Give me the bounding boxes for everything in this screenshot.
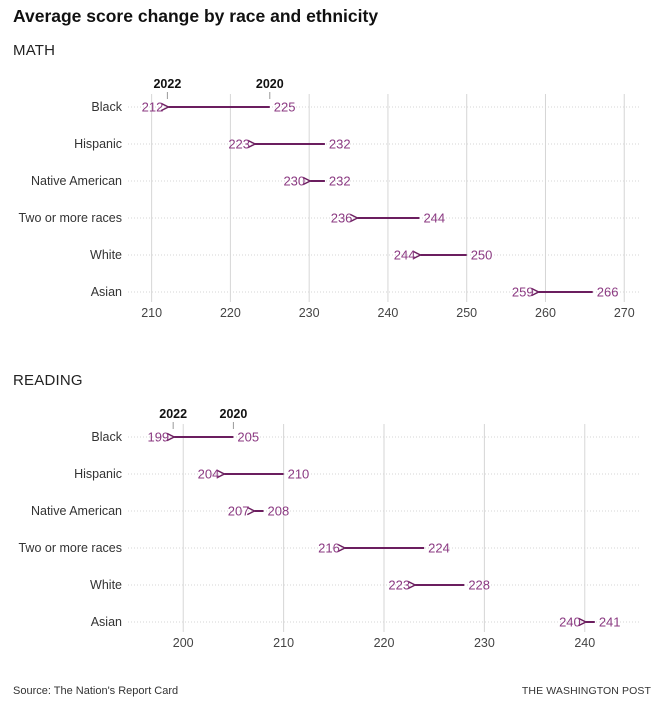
category-label: Asian (91, 285, 122, 299)
end-year-header: 2022 (159, 407, 187, 421)
x-tick-label-220: 220 (220, 306, 241, 320)
value-label-end: 212 (142, 100, 164, 115)
value-label-end: 223 (388, 578, 410, 593)
x-tick-label-210: 210 (141, 306, 162, 320)
x-tick-label-240: 240 (378, 306, 399, 320)
start-year-header: 2020 (256, 77, 284, 91)
x-tick-label-240: 240 (574, 636, 595, 650)
x-tick-label-230: 230 (474, 636, 495, 650)
value-label-start: 232 (329, 137, 351, 152)
value-label-start: 232 (329, 174, 351, 189)
chart-title: Average score change by race and ethnici… (13, 6, 379, 26)
value-label-start: 208 (268, 504, 290, 519)
value-label-start: 225 (274, 100, 296, 115)
x-tick-label-220: 220 (374, 636, 395, 650)
category-label: Asian (91, 615, 122, 629)
category-label: White (90, 578, 122, 592)
value-label-end: 230 (283, 174, 305, 189)
start-year-header: 2020 (220, 407, 248, 421)
category-label: White (90, 248, 122, 262)
x-tick-label-270: 270 (614, 306, 635, 320)
publisher-credit: THE WASHINGTON POST (521, 685, 651, 697)
reading-arrow-chart: 200 210 220 230 240 2022 2020 Black 205 199 Hispan… (18, 407, 640, 650)
value-label-end: 236 (331, 211, 353, 226)
value-label-end: 223 (228, 137, 250, 152)
category-label: Hispanic (74, 467, 122, 481)
x-tick-label-260: 260 (535, 306, 556, 320)
source-note: Source: The Nation's Report Card (13, 685, 179, 697)
category-label: Native American (31, 174, 122, 188)
value-label-start: 244 (423, 211, 445, 226)
x-tick-label-210: 210 (273, 636, 294, 650)
category-label: Hispanic (74, 137, 122, 151)
value-label-start: 266 (597, 285, 619, 300)
x-tick-label-250: 250 (456, 306, 477, 320)
x-tick-label-200: 200 (173, 636, 194, 650)
value-label-start: 250 (471, 248, 493, 263)
value-label-end: 207 (228, 504, 250, 519)
category-label: Two or more races (18, 211, 122, 225)
x-tick-label-230: 230 (299, 306, 320, 320)
end-year-header: 2022 (153, 77, 181, 91)
category-label: Two or more races (18, 541, 122, 555)
value-label-end: 199 (147, 430, 169, 445)
math-arrow-chart: 210 220 230 240 250 260 270 2022 2020 Black 225 212… (18, 77, 640, 320)
value-label-start: 228 (468, 578, 490, 593)
value-label-start: 241 (599, 615, 621, 630)
math-panel-title: MATH (13, 42, 56, 59)
value-label-start: 205 (237, 430, 259, 445)
category-label: Native American (31, 504, 122, 518)
value-label-start: 224 (428, 541, 450, 556)
value-label-start: 210 (288, 467, 310, 482)
category-label: Black (91, 100, 122, 114)
value-label-end: 204 (198, 467, 220, 482)
value-label-end: 216 (318, 541, 340, 556)
value-label-end: 259 (512, 285, 534, 300)
category-label: Black (91, 430, 122, 444)
value-label-end: 244 (394, 248, 416, 263)
reading-panel-title: READING (13, 372, 83, 389)
value-label-end: 240 (559, 615, 581, 630)
